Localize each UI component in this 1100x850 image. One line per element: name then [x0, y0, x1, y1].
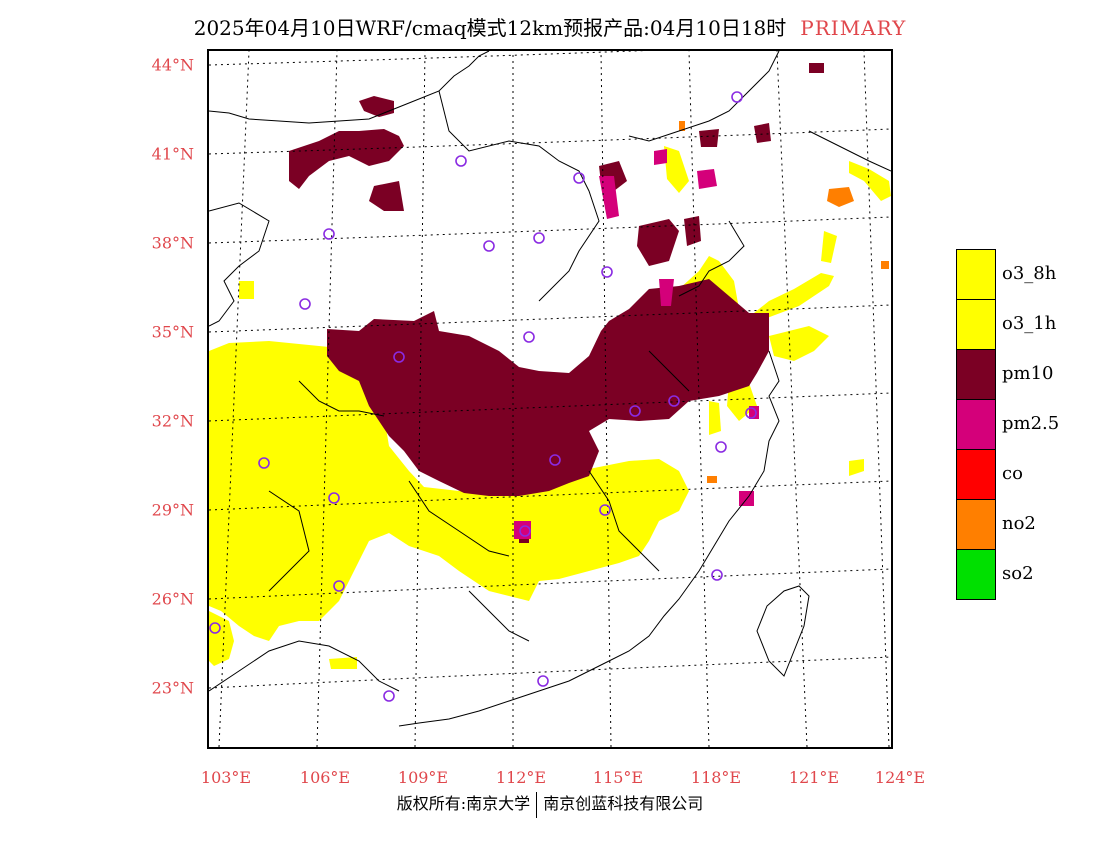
legend-label: pm2.5 [1002, 413, 1060, 434]
legend-swatch [956, 299, 996, 350]
title-text: 2025年04月10日WRF/cmaq模式12km预报产品:04月10日18时 [193, 16, 787, 40]
lat-label-44: 44°N [151, 55, 194, 75]
legend-swatch [956, 549, 996, 600]
lon-label-118: 118°E [690, 768, 742, 787]
lat-label-35: 35°N [151, 322, 194, 342]
map-canvas [209, 51, 891, 747]
copyright: 版权所有:南京大学 南京创蓝科技有限公司 [0, 790, 1100, 818]
pm25-region [514, 149, 759, 539]
legend-swatch [956, 499, 996, 550]
lon-label-124: 124°E [874, 768, 926, 787]
legend-swatch [956, 449, 996, 500]
pm10-region [289, 63, 824, 543]
primary-badge: PRIMARY [800, 16, 907, 40]
lat-label-26: 26°N [151, 589, 194, 609]
lat-label-23: 23°N [151, 678, 194, 698]
map-title: 2025年04月10日WRF/cmaq模式12km预报产品:04月10日18时 P… [0, 12, 1100, 41]
lon-label-106: 106°E [299, 768, 351, 787]
copyright-left: 版权所有:南京大学 [396, 794, 531, 813]
legend-label: no2 [1002, 513, 1036, 534]
lon-label-121: 121°E [788, 768, 840, 787]
boundaries [209, 51, 891, 727]
legend-label: pm10 [1002, 363, 1054, 384]
legend-label: co [1002, 463, 1023, 484]
graticule [209, 51, 891, 747]
lat-label-32: 32°N [151, 411, 194, 431]
lat-label-41: 41°N [151, 144, 194, 164]
lon-label-115: 115°E [592, 768, 644, 787]
legend-swatch [956, 349, 996, 400]
legend-label: o3_8h [1002, 263, 1057, 284]
no2-region [679, 121, 889, 483]
lat-label-38: 38°N [151, 233, 194, 253]
lon-label-112: 112°E [495, 768, 547, 787]
map-panel[interactable] [207, 49, 893, 749]
legend-swatch [956, 399, 996, 450]
station-markers [209, 91, 757, 702]
copyright-separator [536, 791, 538, 818]
copyright-right: 南京创蓝科技有限公司 [543, 794, 704, 813]
lon-label-103: 103°E [200, 768, 252, 787]
legend-swatch [956, 249, 996, 300]
lon-label-109: 109°E [397, 768, 449, 787]
lat-label-29: 29°N [151, 500, 194, 520]
legend-label: so2 [1002, 563, 1034, 584]
legend-label: o3_1h [1002, 313, 1057, 334]
